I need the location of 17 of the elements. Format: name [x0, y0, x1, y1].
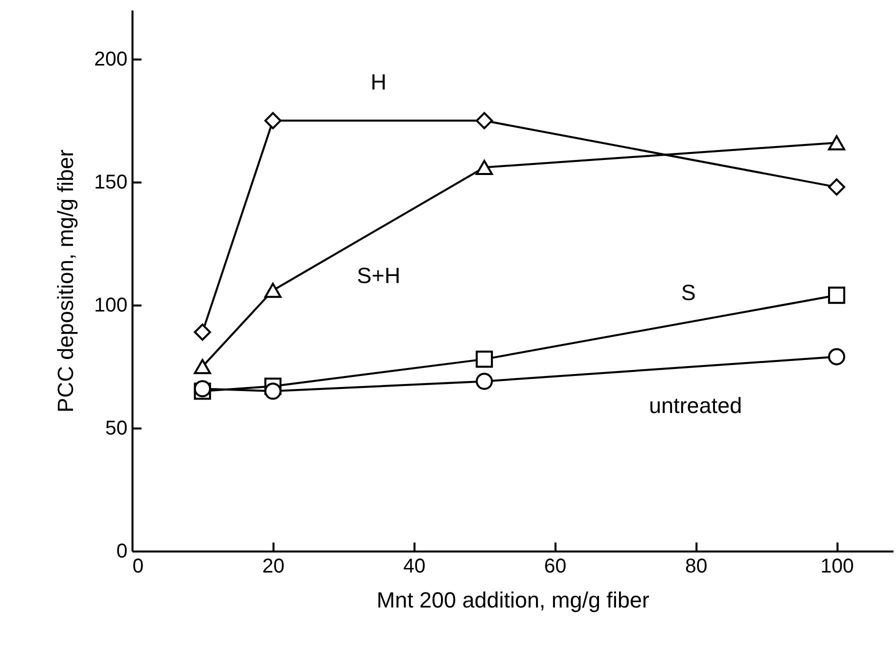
x-tick-label: 60 [544, 556, 566, 578]
series-label: H [370, 70, 387, 95]
y-tick-label: 0 [116, 540, 128, 562]
y-axis-title: PCC deposition, mg/g fiber [53, 150, 78, 412]
series-label: S [681, 280, 696, 306]
y-tick-label: 150 [94, 172, 128, 194]
x-tick-label: 40 [403, 556, 426, 578]
x-tick-label: 0 [132, 556, 144, 578]
x-tick-label: 80 [685, 556, 708, 578]
y-tick-label: 200 [94, 48, 128, 71]
x-tick-label: 20 [262, 556, 285, 578]
y-tick-label: 50 [105, 418, 128, 440]
y-tick-label: 100 [94, 294, 128, 317]
x-tick-label: 100 [820, 556, 854, 578]
series-label: S+H [356, 262, 400, 288]
x-axis-title: Mnt 200 addition, mg/g fiber [376, 588, 650, 612]
series-label: untreated [648, 393, 742, 418]
